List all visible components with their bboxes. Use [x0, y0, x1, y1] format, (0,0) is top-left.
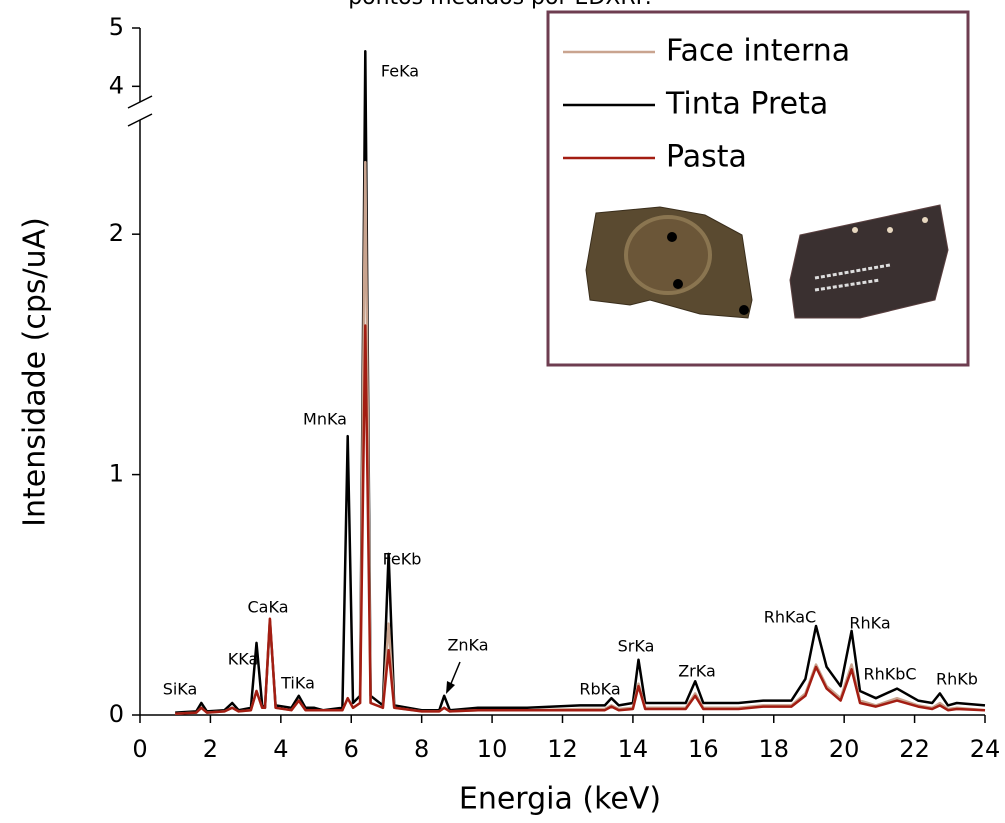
peak-label: KKa — [228, 650, 259, 669]
axis-break — [127, 113, 153, 127]
y-axis-title: Intensidade (cps/uA) — [18, 217, 53, 527]
peak-label: ZnKa — [447, 636, 488, 655]
x-tick-label: 14 — [618, 735, 649, 763]
y-tick-label: 2 — [109, 219, 124, 247]
peak-label: FeKa — [381, 62, 419, 81]
x-tick-label: 18 — [758, 735, 789, 763]
peak-label: MnKa — [303, 410, 347, 429]
x-tick-label: 6 — [344, 735, 359, 763]
legend-label: Tinta Preta — [665, 87, 828, 122]
zn-arrow — [446, 661, 461, 694]
x-tick-label: 4 — [273, 735, 288, 763]
peak-label: RhKbC — [863, 665, 916, 684]
peak-label: SiKa — [163, 680, 198, 699]
peak-label: FeKb — [383, 550, 422, 569]
y-tick-label: 1 — [109, 460, 124, 488]
y-tick-label: 4 — [109, 71, 124, 99]
peak-label: CaKa — [248, 598, 289, 617]
series-line — [175, 324, 986, 716]
peak-label: RhKb — [936, 670, 978, 689]
x-tick-label: 8 — [414, 735, 429, 763]
y-tick-label: 0 — [109, 700, 124, 728]
x-tick-label: 2 — [203, 735, 218, 763]
x-tick-label: 0 — [132, 735, 147, 763]
sample-photo — [585, 204, 949, 319]
chart-title: pontos medidos por EDXRF. — [348, 0, 652, 10]
peak-label: RbKa — [579, 680, 620, 699]
legend-label: Pasta — [666, 140, 747, 175]
y-tick-label: 5 — [109, 13, 124, 41]
peak-label: SrKa — [618, 637, 655, 656]
legend-label: Face interna — [666, 34, 850, 69]
peak-label: TiKa — [280, 674, 315, 693]
peak-label: ZrKa — [678, 662, 716, 681]
x-tick-label: 10 — [477, 735, 508, 763]
axis-break — [127, 95, 153, 109]
x-axis-title: Energia (keV) — [459, 782, 661, 817]
x-tick-label: 16 — [688, 735, 719, 763]
peak-label: RhKa — [849, 614, 890, 633]
x-tick-label: 20 — [829, 735, 860, 763]
x-tick-label: 12 — [547, 735, 578, 763]
peak-label: RhKaC — [764, 608, 816, 627]
x-tick-label: 24 — [970, 735, 1001, 763]
x-tick-label: 22 — [899, 735, 930, 763]
